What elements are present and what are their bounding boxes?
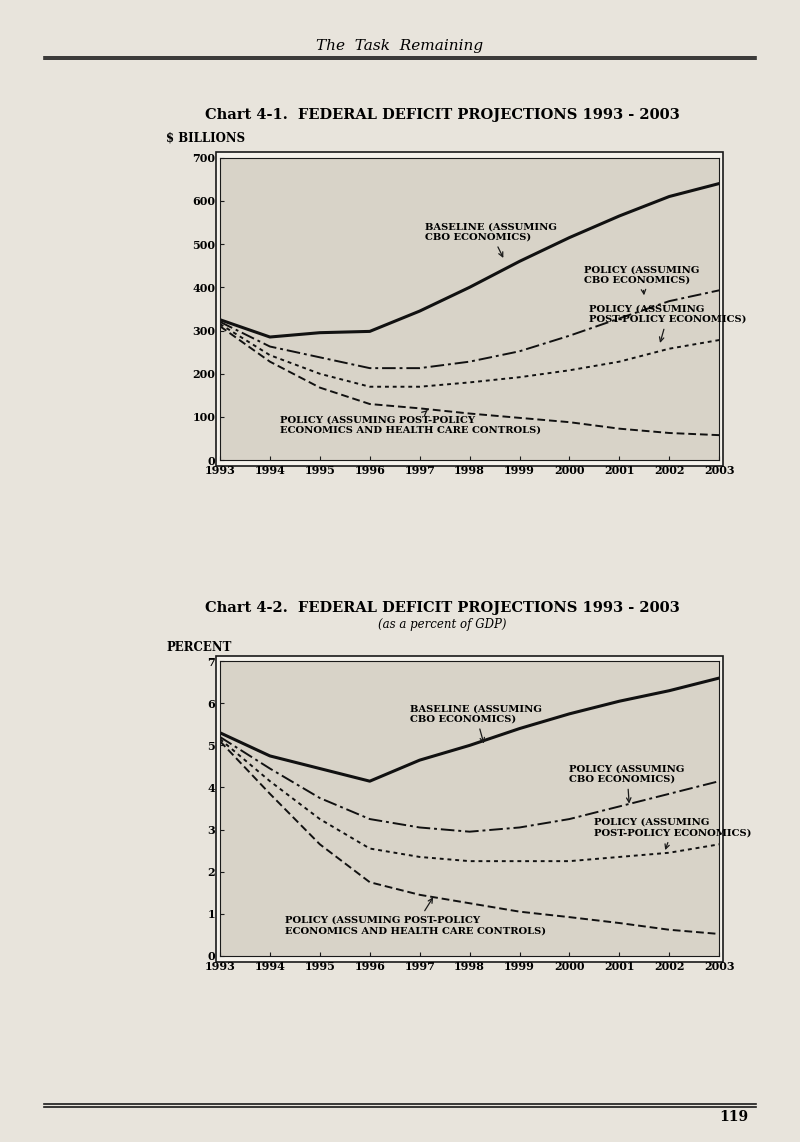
Text: PERCENT: PERCENT xyxy=(166,641,232,654)
Text: BASELINE (ASSUMING
CBO ECONOMICS): BASELINE (ASSUMING CBO ECONOMICS) xyxy=(410,705,542,742)
Text: POLICY (ASSUMING POST-POLICY
ECONOMICS AND HEALTH CARE CONTROLS): POLICY (ASSUMING POST-POLICY ECONOMICS A… xyxy=(280,410,541,434)
Text: The  Task  Remaining: The Task Remaining xyxy=(317,39,483,53)
Text: POLICY (ASSUMING
CBO ECONOMICS): POLICY (ASSUMING CBO ECONOMICS) xyxy=(570,764,685,803)
Text: Chart 4-1.  FEDERAL DEFICIT PROJECTIONS 1993 - 2003: Chart 4-1. FEDERAL DEFICIT PROJECTIONS 1… xyxy=(205,108,680,122)
Text: (as a percent of GDP): (as a percent of GDP) xyxy=(378,618,506,632)
Text: $ BILLIONS: $ BILLIONS xyxy=(166,131,246,145)
Text: Chart 4-2.  FEDERAL DEFICIT PROJECTIONS 1993 - 2003: Chart 4-2. FEDERAL DEFICIT PROJECTIONS 1… xyxy=(205,601,680,614)
Text: POLICY (ASSUMING
CBO ECONOMICS): POLICY (ASSUMING CBO ECONOMICS) xyxy=(585,265,700,293)
Text: BASELINE (ASSUMING
CBO ECONOMICS): BASELINE (ASSUMING CBO ECONOMICS) xyxy=(425,223,557,257)
Text: POLICY (ASSUMING POST-POLICY
ECONOMICS AND HEALTH CARE CONTROLS): POLICY (ASSUMING POST-POLICY ECONOMICS A… xyxy=(285,899,546,935)
Text: POLICY (ASSUMING
POST-POLICY ECONOMICS): POLICY (ASSUMING POST-POLICY ECONOMICS) xyxy=(590,305,747,341)
Text: POLICY (ASSUMING
POST-POLICY ECONOMICS): POLICY (ASSUMING POST-POLICY ECONOMICS) xyxy=(594,818,752,849)
Text: 119: 119 xyxy=(719,1110,748,1124)
